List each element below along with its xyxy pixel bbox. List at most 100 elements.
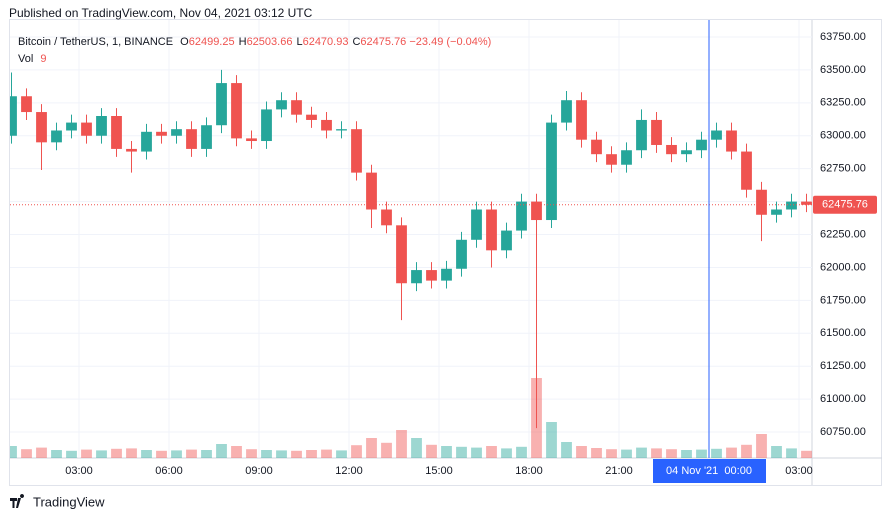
crosshair-box [653, 459, 766, 483]
volume-bar [201, 450, 212, 458]
volume-bar [156, 450, 167, 458]
candle-body [681, 150, 692, 155]
candle-body [546, 122, 557, 221]
candle-body [216, 83, 227, 126]
logo-icon [10, 494, 25, 508]
candle-body [186, 129, 197, 149]
ohlc-value: 62503.66 [246, 36, 293, 48]
volume-bar [291, 450, 302, 458]
candle-layer [10, 69, 812, 429]
x-tick-label: 18:00 [515, 465, 543, 477]
change: −23.49 (−0.04%) [409, 36, 492, 48]
candle-body [651, 119, 662, 145]
candle-body [381, 209, 392, 226]
crosshair-label: 04 Nov '21 00:00 [666, 465, 752, 477]
volume-bar [186, 449, 197, 458]
grid [10, 20, 812, 458]
volume-bar [126, 448, 137, 458]
ohlc-key: O [180, 36, 189, 48]
volume-bar [756, 434, 767, 458]
candle-body [411, 270, 422, 284]
candle-body [471, 209, 482, 240]
x-tick-label: 06:00 [155, 465, 183, 477]
last-price-label: 62475.76 [822, 199, 868, 211]
volume-bar [696, 449, 707, 458]
y-tick-label: 63500.00 [820, 64, 866, 76]
volume-bar [516, 446, 527, 458]
volume-bar [51, 450, 62, 458]
y-tick-label: 62250.00 [820, 228, 866, 240]
candle-body [321, 119, 332, 131]
volume-bar [501, 448, 512, 458]
candle-body [516, 201, 527, 231]
volume-bar [396, 430, 407, 458]
candle-body [396, 225, 407, 284]
candle-body [36, 112, 47, 143]
volume-bar [171, 450, 182, 458]
candle-body [771, 209, 782, 215]
candle-body [561, 100, 572, 123]
candle-body [66, 122, 77, 131]
logo-text: TradingView [33, 494, 105, 509]
y-tick-label: 61250.00 [820, 360, 866, 372]
volume-legend: Vol 9 [18, 53, 46, 65]
volume-bar [276, 450, 287, 458]
candle-body [231, 83, 242, 139]
volume-bar [711, 448, 722, 458]
y-tick-label: 63250.00 [820, 97, 866, 109]
candle-body [741, 151, 752, 190]
candle-body [576, 100, 587, 140]
candle-body [441, 268, 452, 281]
candle-body [456, 239, 467, 269]
candle-body [636, 119, 647, 151]
volume-bar [456, 446, 467, 458]
volume-bar [666, 449, 677, 458]
candle-body [276, 100, 287, 110]
last-price-box [813, 195, 877, 214]
y-tick-label: 61000.00 [820, 393, 866, 405]
candle-body [786, 201, 797, 210]
candle-body [486, 209, 497, 251]
logo: TradingView [10, 494, 105, 509]
volume-bar [111, 448, 122, 458]
x-tick-label: 15:00 [425, 465, 453, 477]
volume-bar [336, 450, 347, 458]
candle-body [801, 201, 812, 205]
ohlc-value: 62470.93 [302, 36, 349, 48]
volume-bar [621, 449, 632, 458]
ohlc-value: 62475.76 [360, 36, 407, 48]
volume-bar [651, 448, 662, 458]
volume-bar [10, 446, 17, 458]
candle-body [711, 130, 722, 140]
volume-bar [246, 449, 257, 458]
volume-bar [306, 450, 317, 458]
volume-bar [36, 447, 47, 458]
y-tick-label: 60750.00 [820, 426, 866, 438]
candle-body [726, 130, 737, 152]
candle-body [96, 116, 107, 136]
volume-bar [216, 444, 227, 458]
volume-bar [561, 442, 572, 458]
y-tick-label: 62750.00 [820, 163, 866, 175]
candle-body [201, 125, 212, 149]
volume-bar [771, 446, 782, 458]
volume-bar [381, 442, 392, 458]
candle-body [171, 129, 182, 136]
y-tick-label: 61750.00 [820, 294, 866, 306]
volume-bar [441, 446, 452, 458]
candle-body [531, 201, 542, 221]
published-note: Published on TradingView.com, Nov 04, 20… [9, 6, 313, 20]
y-tick-label: 63000.00 [820, 130, 866, 142]
volume-bar [681, 450, 692, 458]
candle-body [756, 189, 767, 215]
candle-body [336, 129, 347, 131]
candle-body [621, 150, 632, 165]
overlay: 60750.00 61000.00 61250.00 61500.00 61750.00… [10, 20, 877, 483]
candle-body [51, 130, 62, 143]
volume-bar [141, 450, 152, 458]
volume-bar [801, 450, 812, 458]
candle-body [591, 139, 602, 155]
volume-layer [10, 378, 812, 458]
